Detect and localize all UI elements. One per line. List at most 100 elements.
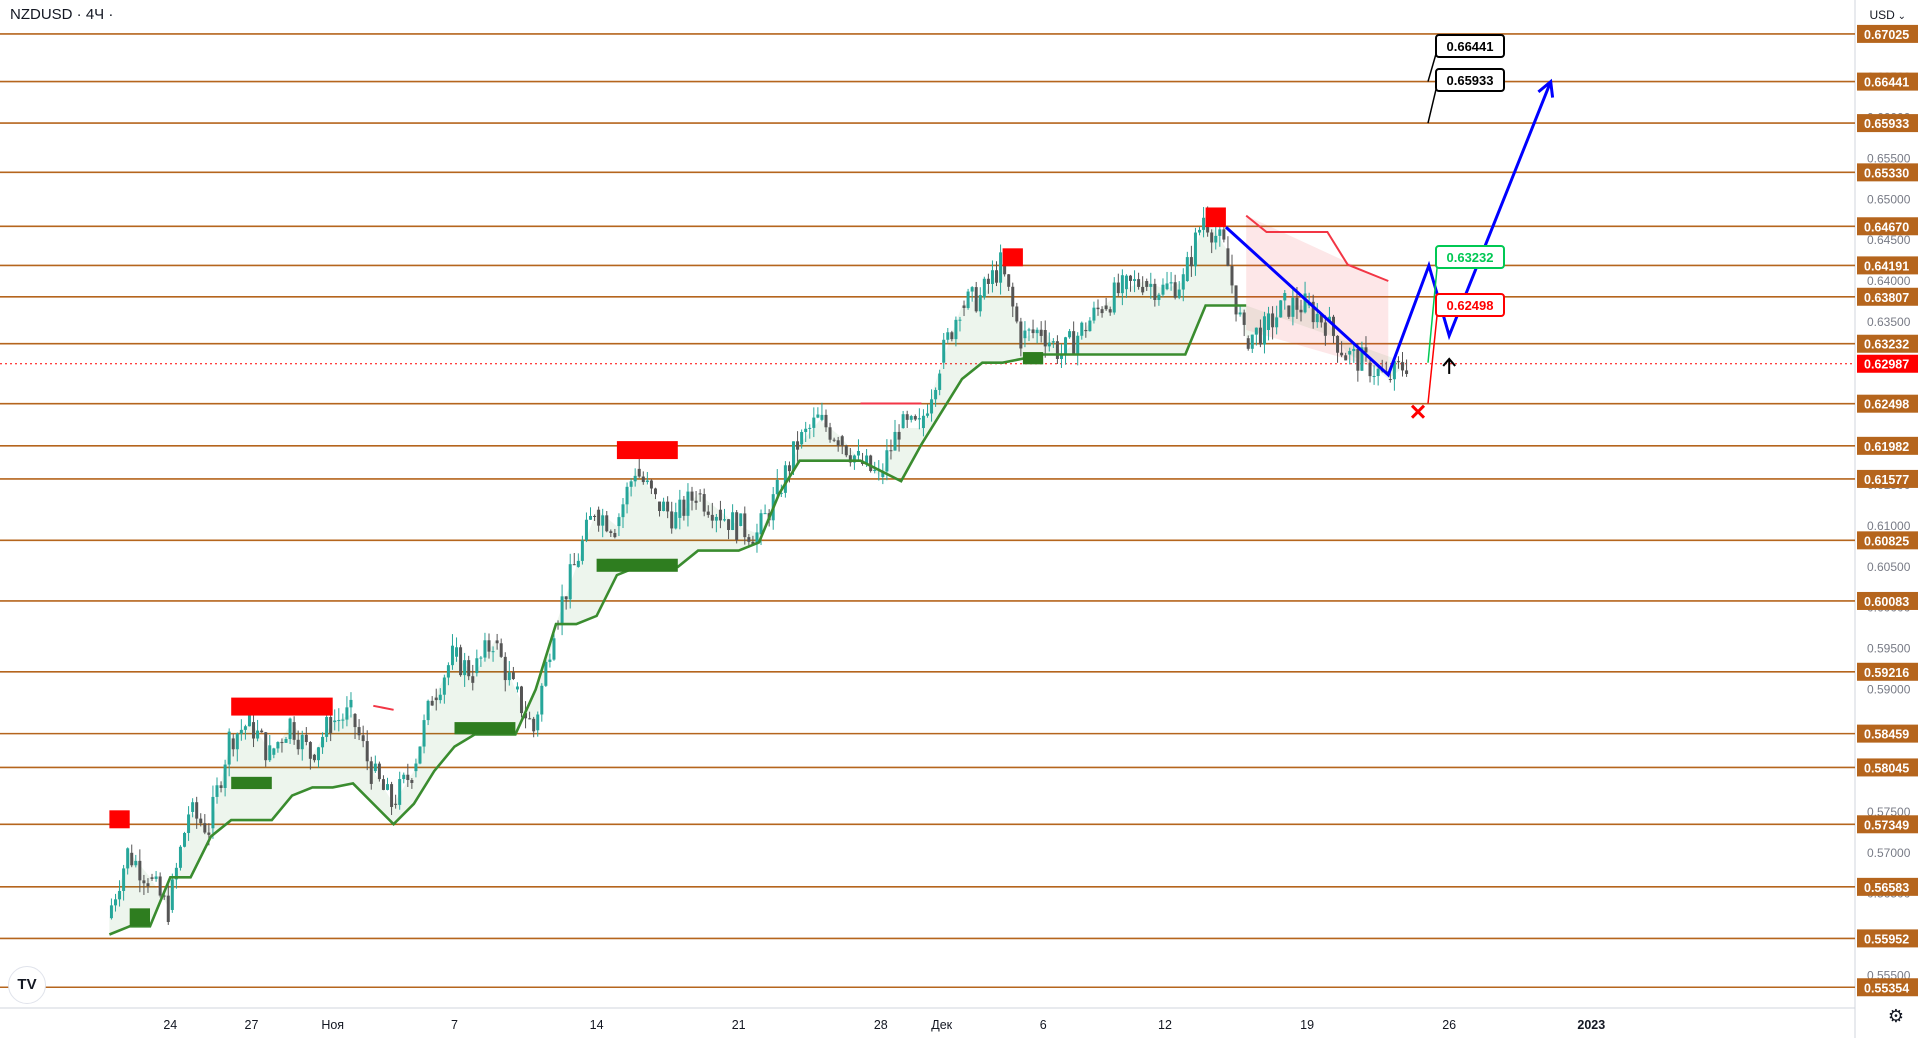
candle-body: [410, 780, 414, 783]
candle-body: [560, 596, 564, 625]
price-tick-label: 0.60500: [1867, 560, 1911, 574]
candle-body: [174, 867, 178, 880]
candle-body: [495, 640, 499, 644]
candle-body: [536, 714, 540, 731]
candle-body: [1088, 320, 1092, 332]
candle-body: [1169, 282, 1173, 284]
candle-body: [796, 441, 800, 450]
candle-body: [1145, 280, 1149, 287]
candle-body: [109, 905, 113, 919]
candle-body: [463, 660, 467, 676]
candle-body: [1068, 331, 1072, 338]
candle-body: [820, 414, 824, 420]
candle-body: [1396, 361, 1400, 363]
candle-body: [905, 414, 909, 420]
candle-body: [816, 414, 820, 418]
candle-body: [345, 707, 349, 720]
candle-body: [373, 763, 377, 772]
candle-body: [925, 413, 929, 416]
level-label: 0.55354: [1864, 981, 1909, 995]
candle-body: [593, 515, 597, 517]
level-label-bg: [1857, 929, 1918, 948]
candle-body: [528, 718, 532, 720]
candle-body: [1315, 313, 1319, 323]
candle-body: [1279, 300, 1283, 318]
tradingview-logo: TV: [8, 966, 46, 1004]
candle-body: [751, 541, 755, 545]
candle-body: [515, 686, 519, 690]
candle-body: [1120, 275, 1124, 294]
candle-body: [1352, 348, 1356, 352]
candle-body: [1181, 274, 1185, 290]
candle-body: [260, 730, 264, 733]
candle-body: [1299, 309, 1303, 313]
candle-body: [986, 278, 990, 284]
candle-body: [633, 475, 637, 482]
candle-body: [280, 742, 284, 744]
candle-body: [999, 252, 1003, 283]
candle-body: [1124, 275, 1128, 290]
candle-body: [718, 509, 722, 521]
candle-body: [227, 731, 231, 765]
level-label: 0.55952: [1864, 932, 1909, 946]
candle-body: [605, 515, 609, 532]
candle-body: [564, 596, 568, 600]
candle-body: [1108, 309, 1112, 313]
level-label: 0.60825: [1864, 534, 1909, 548]
time-tick-label: 19: [1300, 1018, 1314, 1032]
candle-body: [1340, 352, 1344, 356]
candle-body: [381, 779, 385, 790]
candle-body: [576, 560, 580, 567]
candle-body: [276, 742, 280, 749]
candle-body: [1137, 279, 1141, 287]
candle-body: [694, 500, 698, 503]
candle-body: [678, 499, 682, 518]
candle-body: [1096, 307, 1100, 310]
candle-body: [783, 465, 787, 493]
price-tick-label: 0.61000: [1867, 519, 1911, 533]
stop-callout-label: 0.62498: [1447, 298, 1494, 313]
candle-body: [706, 511, 710, 515]
level-label-bg: [1857, 815, 1918, 834]
candle-body: [292, 722, 296, 740]
candle-body: [1234, 285, 1238, 315]
candle-body: [690, 491, 694, 501]
sell-zone-block: [616, 441, 678, 460]
candle-body: [1222, 229, 1226, 240]
candle-body: [670, 511, 674, 529]
sell-zone-block: [231, 697, 333, 716]
symbol-title[interactable]: NZDUSD · 4Ч ·: [10, 6, 114, 23]
candle-body: [1230, 266, 1234, 286]
time-tick-label: 2023: [1577, 1018, 1605, 1032]
level-label: 0.60083: [1864, 595, 1909, 609]
candle-body: [637, 468, 641, 477]
price-tick-label: 0.59000: [1867, 682, 1911, 696]
candle-body: [954, 319, 958, 340]
candle-body: [674, 512, 678, 529]
candle-body: [974, 287, 978, 312]
candle-body: [889, 450, 893, 452]
candle-body: [828, 427, 832, 440]
candle-body: [629, 481, 633, 487]
candle-body: [653, 488, 657, 495]
candle-body: [1019, 321, 1023, 349]
level-label-bg: [1857, 978, 1918, 997]
candle-body: [613, 532, 617, 538]
gear-icon[interactable]: ⚙: [1887, 1006, 1904, 1026]
candle-body: [901, 414, 905, 429]
candle-body: [1246, 338, 1250, 349]
candle-body: [893, 431, 897, 451]
candle-body: [158, 876, 162, 896]
entry-callout-pointer: [1427, 257, 1439, 363]
price-tick-label: 0.65000: [1867, 192, 1911, 206]
currency-selector[interactable]: USD: [1869, 8, 1906, 22]
candle-body: [1165, 283, 1169, 290]
candle-body: [1202, 217, 1206, 230]
candle-body: [1271, 313, 1275, 328]
candle-body: [1011, 286, 1015, 307]
candle-body: [1368, 362, 1372, 377]
level-label: 0.64191: [1864, 259, 1909, 273]
candle-body: [966, 291, 970, 308]
level-label-bg: [1857, 469, 1918, 488]
